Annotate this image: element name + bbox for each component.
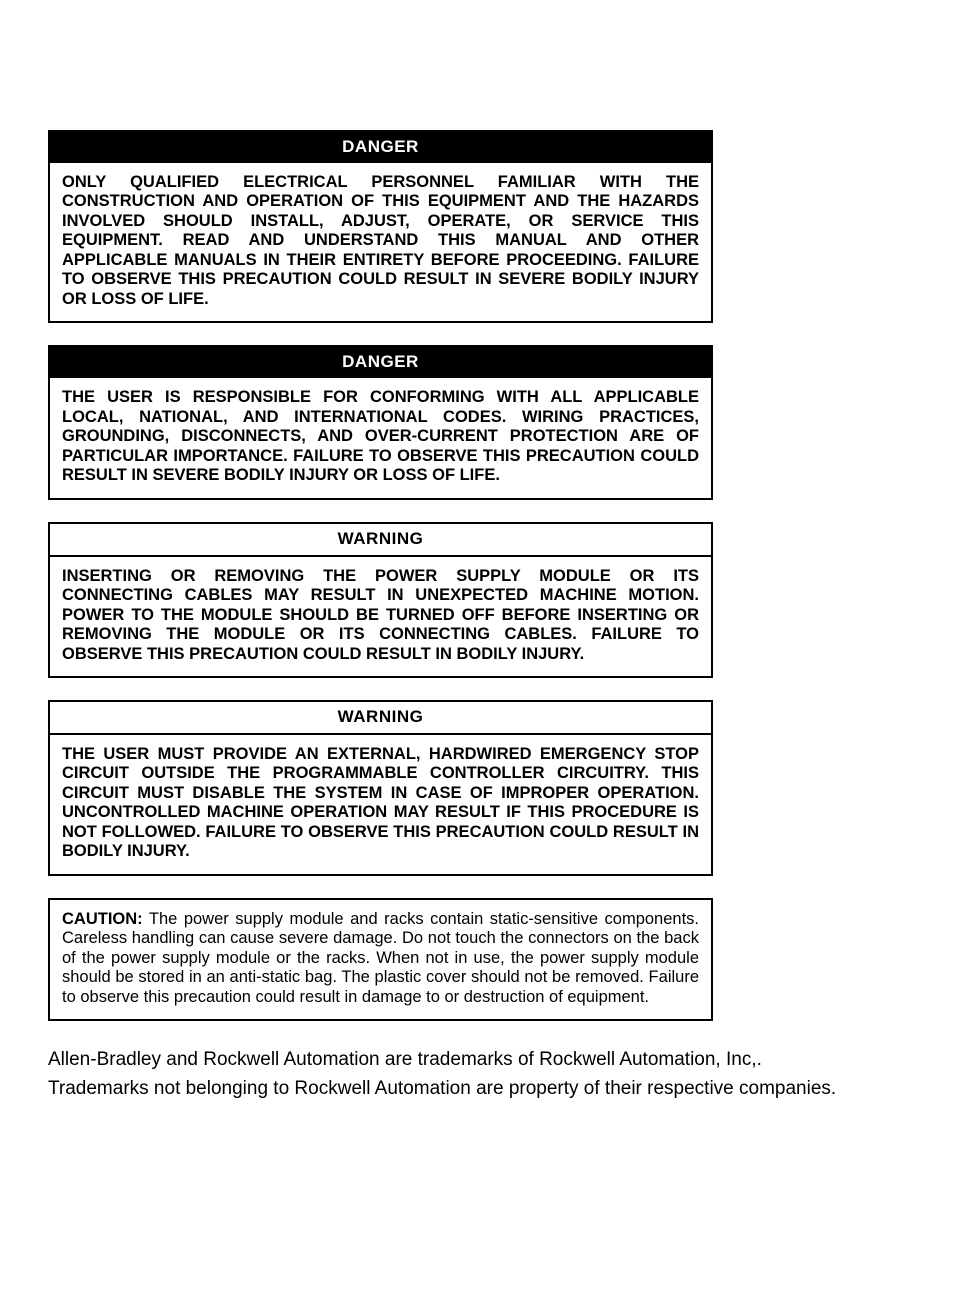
footer-line-1: Allen-Bradley and Rockwell Automation ar… (48, 1047, 906, 1074)
caution-text: The power supply module and racks contai… (62, 910, 699, 1006)
warning-notice-2: WARNING THE USER MUST PROVIDE AN EXTERNA… (48, 700, 713, 876)
notice-header: DANGER (50, 132, 711, 163)
notice-header: WARNING (50, 524, 711, 557)
notice-body: THE USER MUST PROVIDE AN EXTERNAL, HARDW… (50, 735, 711, 874)
notice-body: INSERTING OR REMOVING THE POWER SUPPLY M… (50, 557, 711, 676)
notice-body: THE USER IS RESPONSIBLE FOR CONFORMING W… (50, 378, 711, 497)
danger-notice-2: DANGER THE USER IS RESPONSIBLE FOR CONFO… (48, 345, 713, 499)
warning-notice-1: WARNING INSERTING OR REMOVING THE POWER … (48, 522, 713, 678)
footer-line-2: Trademarks not belonging to Rockwell Aut… (48, 1076, 906, 1103)
notice-header: WARNING (50, 702, 711, 735)
notice-header: DANGER (50, 347, 711, 378)
trademark-footer: Allen-Bradley and Rockwell Automation ar… (48, 1047, 906, 1102)
danger-notice-1: DANGER ONLY QUALIFIED ELECTRICAL PERSONN… (48, 130, 713, 323)
caution-lead: CAUTION: (62, 910, 143, 928)
notice-body: ONLY QUALIFIED ELECTRICAL PERSONNEL FAMI… (50, 163, 711, 321)
caution-notice: CAUTION: The power supply module and rac… (48, 898, 713, 1021)
notice-body: CAUTION: The power supply module and rac… (50, 900, 711, 1019)
